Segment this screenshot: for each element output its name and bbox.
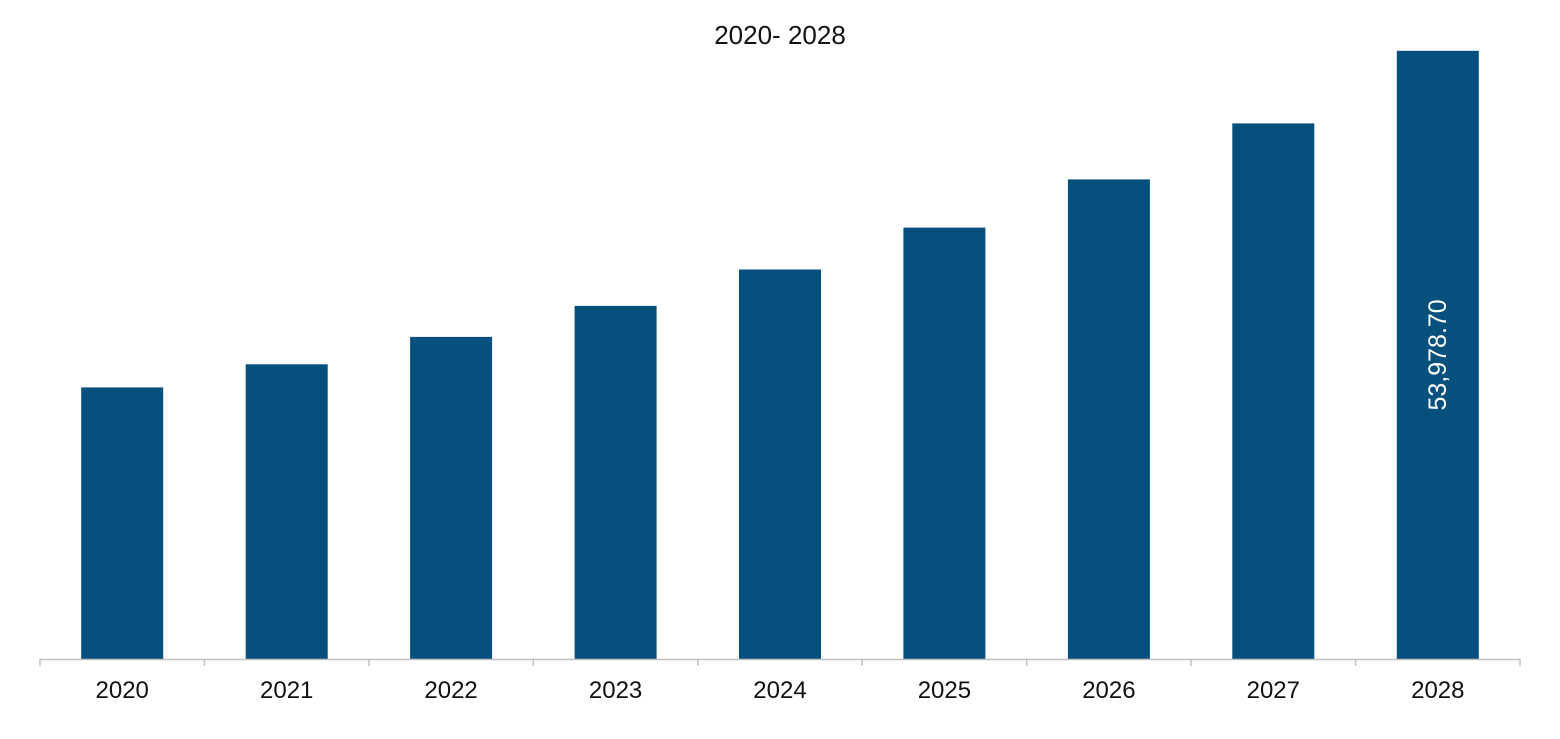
bar-2020 bbox=[81, 387, 164, 659]
bar-2024 bbox=[739, 269, 821, 659]
x-tick-label-2022: 2022 bbox=[424, 677, 477, 704]
x-tick-label-2024: 2024 bbox=[753, 677, 806, 704]
bar-2028 bbox=[1396, 50, 1479, 660]
bar-2022 bbox=[410, 336, 493, 659]
x-axis bbox=[39, 658, 1521, 666]
x-tick-label-2028: 2028 bbox=[1411, 677, 1464, 704]
x-tick-label-2025: 2025 bbox=[918, 677, 971, 704]
x-tick-label-2026: 2026 bbox=[1082, 677, 1135, 704]
data-label-2028: 53,978.70 bbox=[1424, 299, 1452, 410]
bar-2021 bbox=[245, 364, 328, 659]
bars-group bbox=[81, 50, 1479, 660]
chart-title: 2020- 2028 bbox=[714, 20, 846, 50]
bar-2025 bbox=[903, 227, 986, 659]
x-tick-label-2021: 2021 bbox=[260, 677, 313, 704]
bar-2027 bbox=[1232, 123, 1315, 659]
x-tick-label-2023: 2023 bbox=[589, 677, 642, 704]
x-tick-label-2020: 2020 bbox=[96, 677, 149, 704]
tick-labels-group: 2020 2021 2022 2023 2024 2025 2026 2027 2028 53,9… bbox=[96, 299, 1465, 704]
x-tick-label-2027: 2027 bbox=[1247, 677, 1300, 704]
bar-2026 bbox=[1067, 179, 1150, 659]
bar-2023 bbox=[574, 305, 657, 659]
